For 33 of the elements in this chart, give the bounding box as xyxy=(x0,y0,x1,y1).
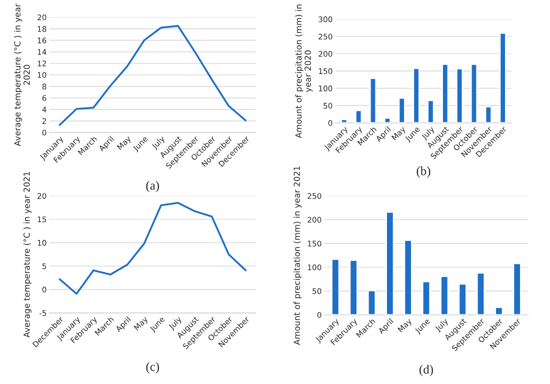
bar xyxy=(499,32,506,123)
bar xyxy=(340,118,348,123)
bar xyxy=(349,259,358,315)
bar xyxy=(494,306,504,315)
line-series xyxy=(58,202,247,295)
bar xyxy=(331,258,340,315)
bar xyxy=(412,68,420,123)
text: (b) xyxy=(416,166,430,178)
y-axis-title: Average temperature (°C ) in year 2020 xyxy=(14,4,30,146)
text: (c) xyxy=(146,362,160,374)
bar xyxy=(512,262,522,315)
bar xyxy=(476,272,486,315)
bar xyxy=(422,280,431,315)
bar xyxy=(355,110,362,123)
y-axis-title: Amount of precipitation (mm) in year 2021 xyxy=(294,166,302,345)
line-series xyxy=(58,25,247,126)
bar xyxy=(427,100,434,123)
bar xyxy=(440,276,449,315)
y-axis-title: Average temperature (°C ) in year 2021 xyxy=(23,172,32,338)
bar xyxy=(470,63,478,123)
text: (d) xyxy=(420,364,433,376)
y-axis-title: Amount of precipitation (mm) in year 2020 xyxy=(295,4,313,138)
bar xyxy=(367,290,376,315)
bar xyxy=(384,117,392,123)
bar xyxy=(456,68,464,123)
text: (a) xyxy=(146,180,160,192)
bar xyxy=(404,239,412,315)
bar xyxy=(484,106,492,123)
bar xyxy=(458,283,467,315)
bar xyxy=(442,63,449,123)
bar xyxy=(386,211,394,315)
bar xyxy=(398,97,406,123)
bar xyxy=(369,78,377,123)
